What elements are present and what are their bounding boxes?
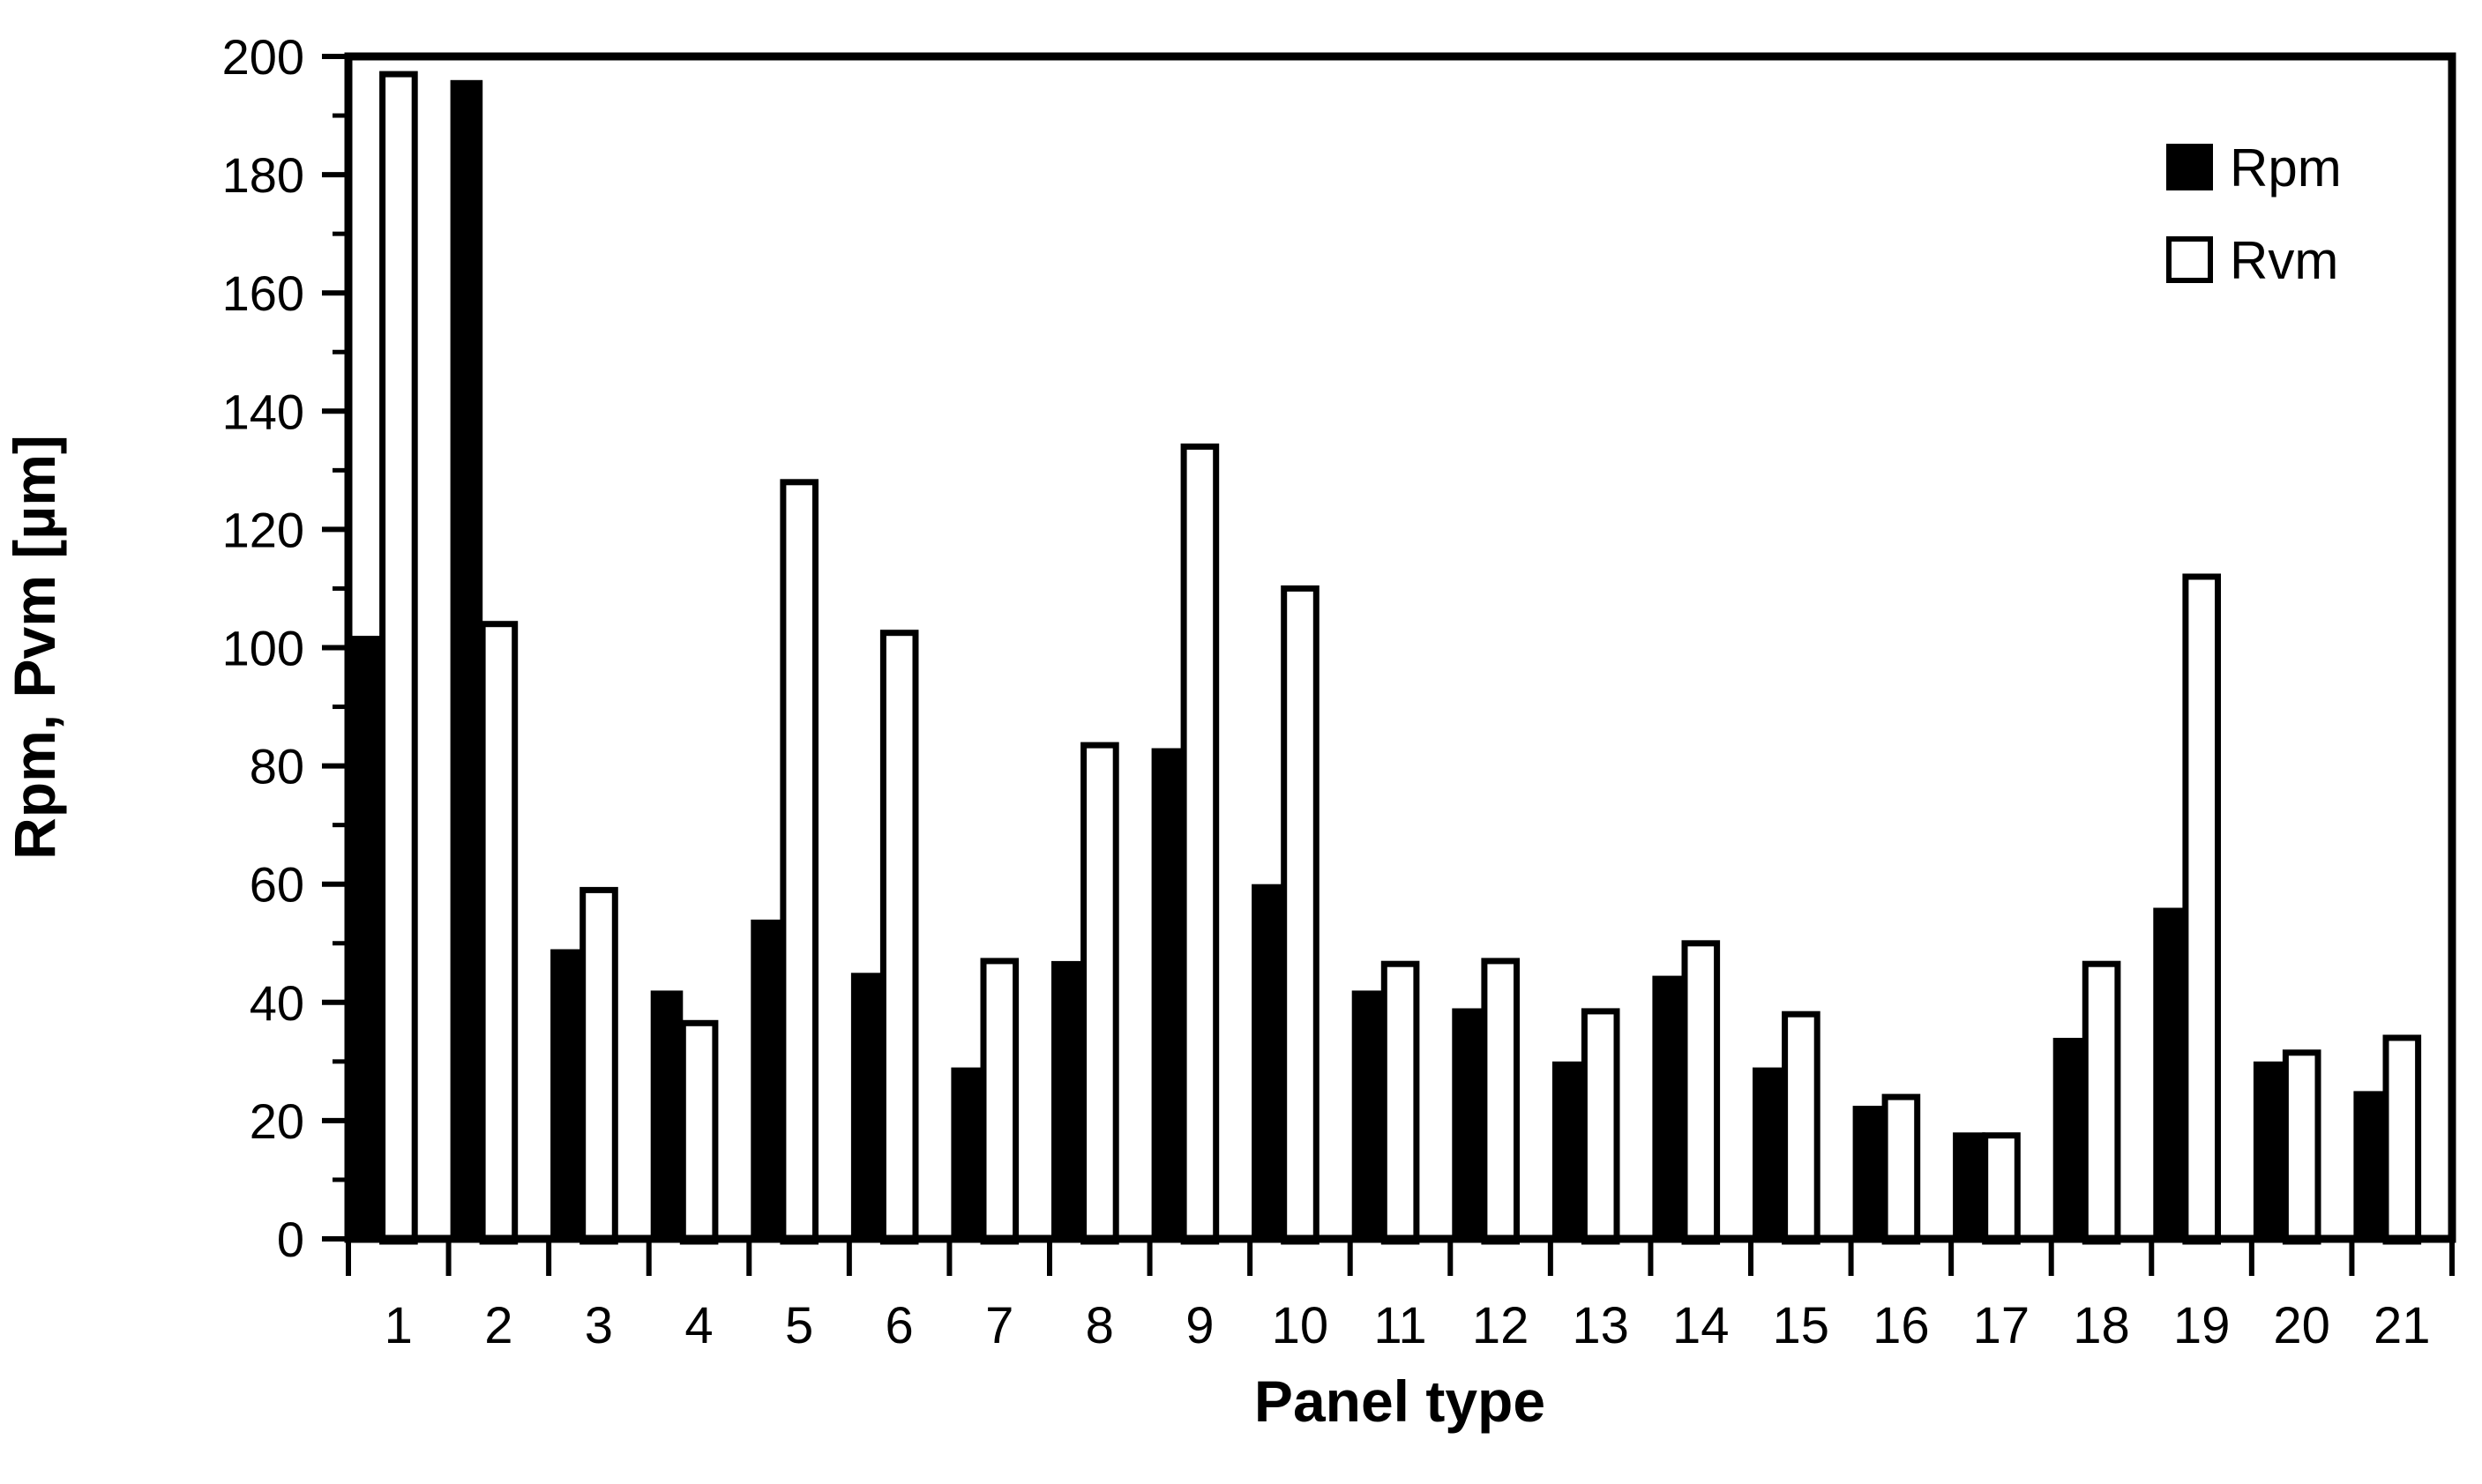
- bar-rvm-panel-2: [479, 621, 519, 1245]
- bar-rpm-panel-6: [850, 973, 884, 1242]
- bar-rvm-panel-11: [1380, 960, 1420, 1245]
- y-tick-label: 160: [222, 265, 304, 321]
- bar-rpm-panel-17: [1953, 1132, 1985, 1242]
- bar-rvm-panel-7: [980, 958, 1020, 1245]
- bar-rpm-panel-9: [1151, 748, 1185, 1242]
- x-tick-label: 5: [785, 1297, 813, 1354]
- bar-rpm-panel-3: [550, 949, 583, 1242]
- bar-rvm-panel-5: [780, 479, 819, 1245]
- bar-rvm-panel-19: [2182, 573, 2221, 1245]
- bar-rvm-panel-16: [1881, 1093, 1921, 1245]
- bar-rvm-panel-3: [579, 886, 618, 1245]
- bar-rvm-panel-18: [2082, 960, 2121, 1245]
- y-tick-label: 80: [250, 739, 304, 794]
- bar-rvm-panel-9: [1180, 444, 1220, 1245]
- y-tick-label: 0: [277, 1212, 304, 1267]
- x-tick-label: 7: [985, 1297, 1013, 1354]
- x-tick-label: 13: [1572, 1297, 1629, 1354]
- bar-rvm-panel-20: [2282, 1049, 2321, 1245]
- bar-rvm-panel-8: [1080, 742, 1119, 1245]
- bar-rpm-panel-5: [751, 919, 783, 1242]
- y-axis-title: Rpm, Pvm [µm]: [2, 435, 67, 860]
- bar-rpm-panel-4: [650, 990, 684, 1242]
- x-tick-label: 2: [484, 1297, 512, 1354]
- y-tick-label: 40: [250, 975, 304, 1031]
- x-tick-label: 8: [1086, 1297, 1114, 1354]
- bar-rvm-panel-21: [2382, 1034, 2422, 1245]
- bar-rvm-panel-6: [879, 630, 919, 1245]
- bar-rpm-panel-12: [1452, 1008, 1484, 1242]
- x-tick-label: 4: [684, 1297, 713, 1354]
- bar-rpm-panel-7: [951, 1067, 983, 1242]
- legend-swatch-rvm: [2166, 236, 2213, 283]
- x-tick-label: 18: [2073, 1297, 2130, 1354]
- bar-rpm-panel-14: [1652, 975, 1685, 1242]
- x-tick-label: 10: [1272, 1297, 1329, 1354]
- y-tick-label: 140: [222, 384, 304, 439]
- bar-rvm-panel-12: [1481, 958, 1521, 1245]
- bar-rvm-panel-10: [1281, 585, 1319, 1245]
- bar-rpm-panel-18: [2052, 1038, 2086, 1242]
- x-tick-label: 14: [1672, 1297, 1730, 1354]
- bar-rpm-panel-15: [1753, 1067, 1785, 1242]
- plot-frame: [344, 52, 2456, 1243]
- x-tick-label: 17: [1973, 1297, 2030, 1354]
- x-tick-label: 1: [385, 1297, 413, 1354]
- x-tick-label: 21: [2374, 1297, 2431, 1354]
- y-tick-label: 20: [250, 1093, 304, 1149]
- bar-rvm-panel-17: [1982, 1132, 2021, 1245]
- x-tick-label: 6: [886, 1297, 914, 1354]
- bar-rpm-panel-1: [350, 636, 383, 1242]
- x-tick-label: 19: [2173, 1297, 2231, 1354]
- x-tick-label: 16: [1873, 1297, 1930, 1354]
- x-tick-label: 15: [1773, 1297, 1830, 1354]
- bar-rpm-panel-11: [1351, 990, 1385, 1242]
- bar-rpm-panel-2: [450, 79, 483, 1242]
- x-axis-title: Panel type: [1254, 1368, 1545, 1434]
- bars-layer: [350, 71, 2422, 1245]
- bar-rpm-panel-8: [1051, 960, 1084, 1242]
- bar-rpm-panel-19: [2153, 907, 2186, 1242]
- bar-rvm-panel-13: [1581, 1008, 1620, 1245]
- bar-rpm-panel-13: [1551, 1061, 1585, 1242]
- y-tick-label: 100: [222, 621, 304, 676]
- bar-rpm-panel-16: [1852, 1106, 1886, 1242]
- y-tick-label: 120: [222, 502, 304, 557]
- y-tick-label: 60: [250, 857, 304, 913]
- bar-rpm-panel-10: [1252, 884, 1284, 1242]
- x-tick-label: 9: [1185, 1297, 1214, 1354]
- bar-rvm-panel-14: [1681, 940, 1721, 1245]
- bar-rpm-panel-20: [2253, 1061, 2286, 1242]
- bar-rvm-panel-1: [379, 71, 418, 1245]
- x-tick-label: 12: [1472, 1297, 1529, 1354]
- legend-swatch-rpm: [2166, 144, 2213, 190]
- legend: Rpm Rvm: [2166, 138, 2342, 290]
- y-tick-label: 200: [222, 29, 304, 85]
- y-tick-label: 180: [222, 147, 304, 203]
- bar-rpm-panel-21: [2353, 1091, 2386, 1242]
- x-tick-label: 3: [585, 1297, 613, 1354]
- x-tick-label: 11: [1373, 1297, 1426, 1354]
- x-tick-label: 20: [2273, 1297, 2330, 1354]
- bar-rvm-panel-15: [1782, 1010, 1820, 1245]
- legend-label-rpm: Rpm: [2230, 138, 2342, 198]
- legend-label-rvm: Rvm: [2230, 231, 2338, 290]
- bar-rvm-panel-4: [679, 1019, 719, 1245]
